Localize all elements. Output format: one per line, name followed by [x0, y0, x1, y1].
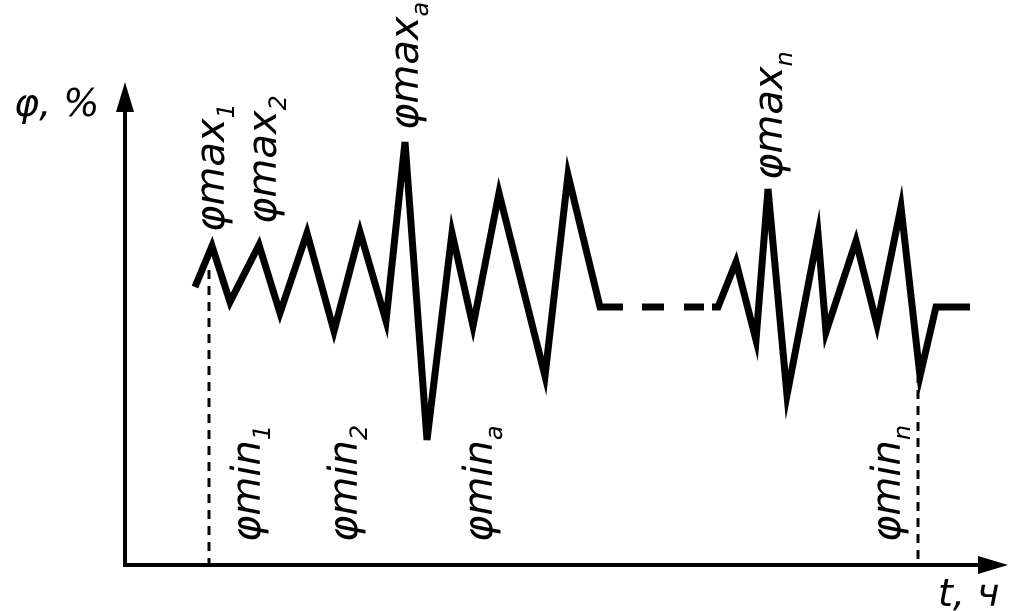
x-axis-arrowhead [978, 556, 1008, 574]
svg-text:φmax2: φmax2 [240, 95, 292, 224]
signal-trace-segment-2 [712, 184, 970, 420]
svg-text:φmax1: φmax1 [188, 103, 240, 232]
label-phi-min-2: φmin2 [321, 425, 373, 542]
signal-trace-segment-1 [191, 141, 623, 441]
y-axis-arrowhead [116, 82, 134, 112]
svg-text:φmina: φmina [456, 425, 508, 542]
svg-text:φmaxn: φmaxn [746, 51, 798, 180]
svg-text:φmaxa: φmaxa [382, 2, 434, 130]
label-phi-min-n: φminn [864, 425, 916, 542]
label-phi-max-a: φmaxa [382, 2, 434, 130]
label-phi-max-n: φmaxn [746, 51, 798, 180]
label-phi-max-1: φmax1 [188, 103, 240, 232]
svg-text:φmin2: φmin2 [321, 425, 373, 542]
axes [123, 100, 990, 567]
svg-text:φminn: φminn [864, 425, 916, 542]
label-phi-max-2: φmax2 [240, 95, 292, 224]
y-axis-label: φ, % [14, 81, 99, 125]
x-axis-label: t, ч [938, 571, 1000, 611]
label-phi-min-1: φmin1 [224, 425, 276, 542]
svg-text:φmin1: φmin1 [224, 425, 276, 542]
label-phi-min-a: φmina [456, 425, 508, 542]
